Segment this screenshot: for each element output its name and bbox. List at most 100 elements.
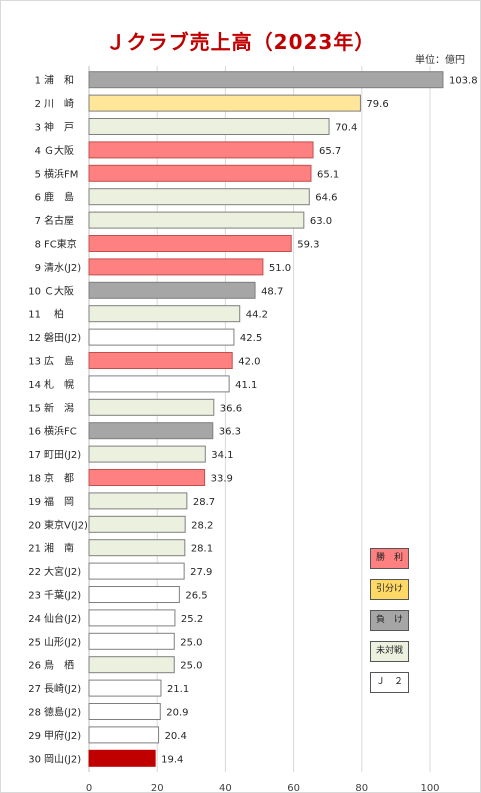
bar: [88, 398, 215, 416]
data-label: 79.6: [366, 99, 388, 110]
data-label: 20.4: [165, 731, 187, 742]
category-rank: 9: [35, 263, 41, 274]
bar: [88, 141, 314, 159]
bar: [88, 562, 185, 580]
x-tick-label: 40: [219, 783, 232, 793]
bar: [88, 726, 160, 744]
category-rank: 11: [28, 310, 41, 321]
bar: [88, 164, 312, 182]
data-label: 65.7: [319, 146, 341, 157]
category-label: 大宮(J2): [44, 565, 81, 578]
bar: [88, 305, 241, 323]
data-label: 26.5: [185, 591, 207, 602]
category-rank: 28: [28, 708, 41, 719]
category-label: 京 都: [44, 472, 74, 485]
category-rank: 20: [28, 520, 41, 531]
category-rank: 24: [28, 614, 41, 625]
bar: [88, 469, 206, 486]
x-tick-label: 20: [151, 783, 164, 793]
data-label: 25.0: [180, 637, 202, 648]
x-tick-label: 0: [86, 783, 92, 793]
data-label: 25.2: [181, 614, 203, 625]
category-label: 町田(J2): [44, 450, 81, 461]
category-rank: 14: [28, 380, 41, 391]
bar: [88, 422, 214, 440]
data-label: 27.9: [190, 567, 212, 578]
category-label: 徳島(J2): [44, 706, 81, 719]
category-label: 長崎(J2): [44, 682, 81, 695]
chart-title: Ｊクラブ売上高（2023年）: [105, 30, 376, 54]
x-tick-label: 60: [287, 783, 300, 793]
category-rank: 10: [28, 286, 41, 297]
x-tick-label: 80: [355, 783, 368, 793]
data-label: 103.8: [449, 76, 478, 87]
category-label: 横浜FM: [44, 167, 78, 180]
data-label: 36.6: [220, 403, 242, 414]
category-rank: 26: [28, 661, 41, 672]
category-rank: 29: [28, 731, 41, 742]
data-label: 21.1: [167, 684, 189, 695]
category-rank: 7: [35, 216, 41, 227]
unit-label: 単位：億円: [415, 55, 465, 66]
bar: [88, 258, 264, 276]
category-label: 東京V(J2): [44, 518, 88, 531]
data-label: 41.1: [235, 380, 257, 391]
category-label: FC東京: [44, 238, 77, 251]
bar: [88, 281, 256, 299]
legend-item: 引分け: [370, 579, 409, 600]
bar: [88, 586, 180, 603]
bar: [88, 94, 361, 112]
bar: [88, 632, 175, 650]
x-tick-label: 100: [420, 783, 439, 793]
category-rank: 12: [28, 333, 41, 344]
category-label: 鳥 栖: [44, 659, 74, 672]
category-rank: 16: [28, 427, 41, 438]
category-label: 山形(J2): [44, 636, 81, 648]
category-label: 浦 和: [44, 74, 74, 87]
data-label: 28.1: [191, 544, 213, 555]
data-label: 42.5: [240, 333, 262, 344]
bar: [88, 235, 292, 252]
category-label: 岡山(J2): [44, 753, 81, 765]
category-label: 広 島: [44, 355, 74, 368]
bar: [88, 445, 206, 463]
bar: [88, 328, 235, 346]
category-rank: 30: [28, 754, 41, 765]
bar: [88, 703, 161, 720]
data-label: 19.4: [161, 754, 183, 765]
category-rank: 3: [35, 123, 41, 134]
legend-item: Ｊ ２: [370, 672, 409, 693]
data-label: 28.7: [193, 497, 215, 508]
data-label: 48.7: [261, 286, 283, 297]
bar: [88, 515, 186, 533]
category-rank: 23: [28, 591, 41, 602]
category-rank: 27: [28, 684, 41, 695]
bar: [88, 211, 305, 229]
category-label: 横浜FC: [44, 425, 77, 438]
category-rank: 13: [28, 357, 41, 368]
category-rank: 1: [35, 76, 41, 87]
category-label: 仙台(J2): [44, 612, 81, 625]
bar: [88, 609, 176, 627]
bar: [88, 539, 186, 557]
category-label: 名古屋: [44, 214, 74, 227]
category-rank: 25: [28, 637, 41, 648]
category-rank: 4: [35, 146, 41, 157]
data-label: 36.3: [219, 427, 241, 438]
category-label: 川 崎: [44, 97, 74, 110]
bar: [88, 71, 444, 89]
category-label: 新 潟: [44, 401, 74, 414]
data-label: 64.6: [315, 193, 337, 204]
category-label: 清水(J2): [44, 261, 81, 274]
category-label: Ｇ大阪: [44, 144, 74, 157]
category-rank: 18: [28, 474, 41, 485]
category-label: Ｃ大阪: [44, 284, 74, 297]
data-label: 33.9: [211, 474, 233, 485]
bar: [88, 656, 175, 674]
data-label: 20.9: [166, 708, 188, 719]
data-label: 25.0: [180, 661, 202, 672]
category-rank: 19: [28, 497, 41, 508]
bar: [88, 188, 310, 206]
category-rank: 21: [28, 544, 41, 555]
